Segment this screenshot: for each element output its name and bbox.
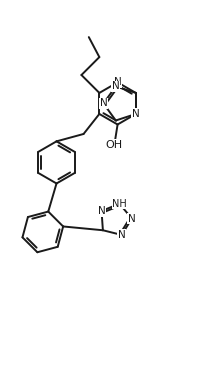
Text: N: N	[128, 213, 136, 223]
Text: OH: OH	[106, 140, 123, 149]
Text: NH: NH	[112, 199, 127, 209]
Text: N: N	[112, 81, 120, 92]
Text: N: N	[100, 99, 107, 108]
Text: N: N	[98, 206, 105, 216]
Text: N: N	[132, 109, 140, 119]
Text: N: N	[118, 230, 126, 240]
Text: N: N	[114, 77, 121, 87]
